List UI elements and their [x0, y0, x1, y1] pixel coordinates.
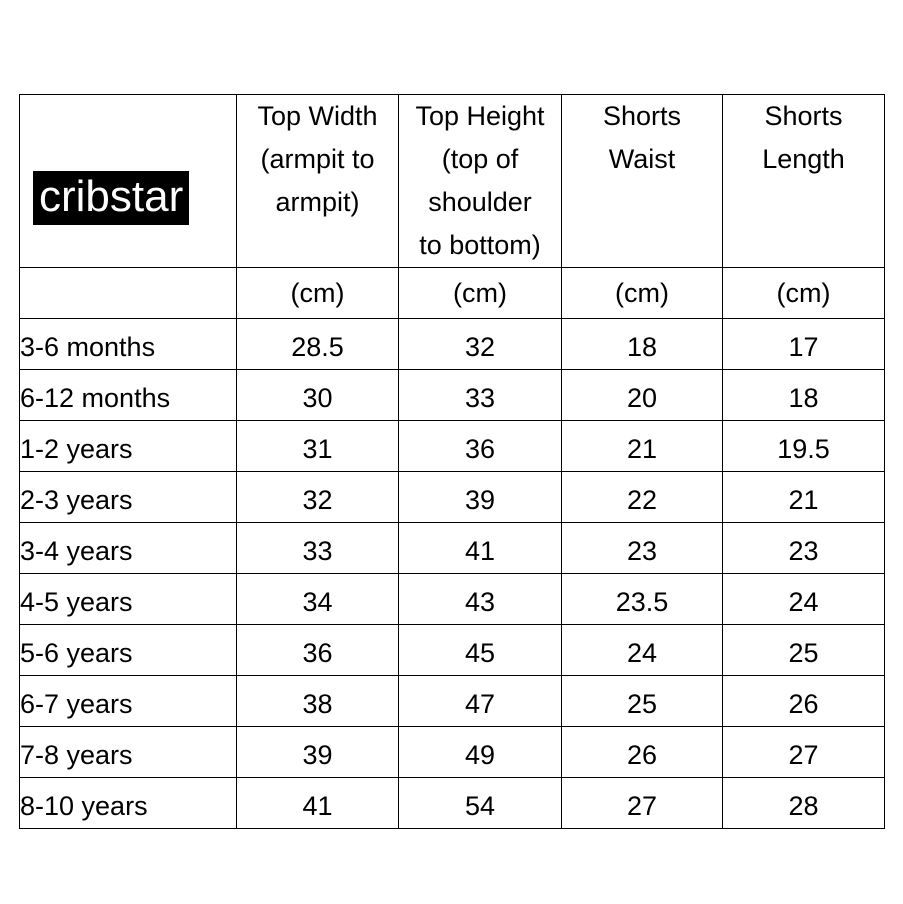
size-label: 3-6 months [19, 318, 237, 370]
measurement-value: 19.5 [722, 420, 885, 472]
table-row: 6-12 months 30 33 20 18 [19, 369, 885, 421]
measurement-value: 18 [561, 318, 723, 370]
table-row: 1-2 years 31 36 21 19.5 [19, 420, 885, 472]
measurement-value: 24 [561, 624, 723, 676]
measurement-value: 25 [722, 624, 885, 676]
header-line: shoulder [428, 187, 532, 217]
measurement-value: 20 [561, 369, 723, 421]
measurement-value: 25 [561, 675, 723, 727]
measurement-value: 43 [398, 573, 562, 625]
unit-empty-cell [19, 267, 237, 319]
measurement-value: 27 [561, 777, 723, 829]
measurement-value: 45 [398, 624, 562, 676]
measurement-value: 49 [398, 726, 562, 778]
table-row: 3-4 years 33 41 23 23 [19, 522, 885, 574]
header-line: armpit) [275, 187, 360, 217]
size-label: 4-5 years [19, 573, 237, 625]
table-row: 5-6 years 36 45 24 25 [19, 624, 885, 676]
logo-cell: cribstar [19, 94, 237, 268]
measurement-value: 23.5 [561, 573, 723, 625]
measurement-value: 41 [236, 777, 399, 829]
measurement-value: 36 [236, 624, 399, 676]
size-label: 6-12 months [19, 369, 237, 421]
size-label: 5-6 years [19, 624, 237, 676]
measurement-value: 31 [236, 420, 399, 472]
measurement-value: 23 [561, 522, 723, 574]
header-line: Length [762, 144, 845, 174]
table-row: 7-8 years 39 49 26 27 [19, 726, 885, 778]
measurement-value: 21 [722, 471, 885, 523]
size-label: 2-3 years [19, 471, 237, 523]
header-shorts-length: Shorts Length [722, 94, 885, 268]
table-row: 8-10 years 41 54 27 28 [19, 777, 885, 829]
measurement-value: 17 [722, 318, 885, 370]
measurement-value: 38 [236, 675, 399, 727]
header-line: Top Height [415, 101, 545, 131]
header-top-width: Top Width (armpit to armpit) [236, 94, 399, 268]
measurement-value: 39 [236, 726, 399, 778]
header-top-height: Top Height (top of shoulder to bottom) [398, 94, 562, 268]
measurement-value: 33 [398, 369, 562, 421]
measurement-value: 24 [722, 573, 885, 625]
measurement-value: 34 [236, 573, 399, 625]
size-label: 7-8 years [19, 726, 237, 778]
unit-row: (cm) (cm) (cm) (cm) [19, 267, 885, 319]
header-line: Top Width [257, 101, 378, 131]
measurement-value: 27 [722, 726, 885, 778]
measurement-value: 28.5 [236, 318, 399, 370]
measurement-value: 32 [236, 471, 399, 523]
measurement-value: 54 [398, 777, 562, 829]
size-label: 8-10 years [19, 777, 237, 829]
header-line: Shorts [764, 101, 843, 131]
header-line: Waist [608, 144, 676, 174]
unit-cell: (cm) [236, 267, 399, 319]
measurement-value: 21 [561, 420, 723, 472]
unit-cell: (cm) [561, 267, 723, 319]
size-label: 3-4 years [19, 522, 237, 574]
measurement-value: 22 [561, 471, 723, 523]
header-line: to bottom) [419, 230, 541, 260]
unit-cell: (cm) [722, 267, 885, 319]
measurement-value: 30 [236, 369, 399, 421]
measurement-value: 41 [398, 522, 562, 574]
size-chart-table: cribstar Top Width (armpit to armpit) To… [19, 94, 885, 829]
header-shorts-waist: Shorts Waist [561, 94, 723, 268]
unit-cell: (cm) [398, 267, 562, 319]
measurement-value: 33 [236, 522, 399, 574]
measurement-value: 39 [398, 471, 562, 523]
header-line: (top of [441, 144, 519, 174]
measurement-value: 26 [722, 675, 885, 727]
measurement-value: 18 [722, 369, 885, 421]
size-rows: 3-6 months 28.5 32 18 17 6-12 months 30 33 20 18 1… [19, 318, 885, 829]
measurement-value: 23 [722, 522, 885, 574]
table-row: 4-5 years 34 43 23.5 24 [19, 573, 885, 625]
size-label: 1-2 years [19, 420, 237, 472]
measurement-value: 36 [398, 420, 562, 472]
measurement-value: 47 [398, 675, 562, 727]
header-line: (armpit to [260, 144, 375, 174]
table-row: 2-3 years 32 39 22 21 [19, 471, 885, 523]
table-row: 3-6 months 28.5 32 18 17 [19, 318, 885, 370]
size-label: 6-7 years [19, 675, 237, 727]
measurement-value: 26 [561, 726, 723, 778]
header-row: cribstar Top Width (armpit to armpit) To… [19, 94, 885, 268]
table-row: 6-7 years 38 47 25 26 [19, 675, 885, 727]
measurement-value: 32 [398, 318, 562, 370]
cribstar-logo: cribstar [33, 171, 190, 225]
measurement-value: 28 [722, 777, 885, 829]
header-line: Shorts [602, 101, 682, 131]
